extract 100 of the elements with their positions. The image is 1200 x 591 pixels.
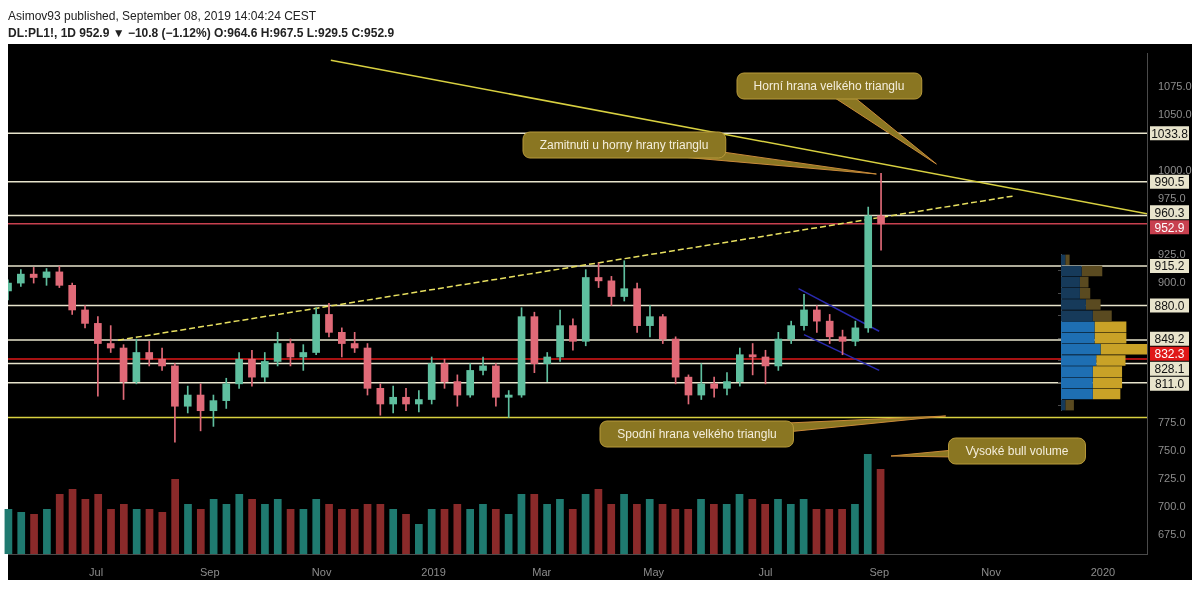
- bar: [606, 504, 615, 554]
- bar: [786, 504, 795, 554]
- x-tick-label: Sep: [869, 565, 889, 578]
- bar: [16, 512, 25, 554]
- bar: [273, 499, 282, 554]
- annotation: Spodní hrana velkého trianglu: [617, 427, 777, 441]
- y-tick-label: 750.0: [1158, 444, 1186, 457]
- ref-line-label: 880.0: [1154, 298, 1185, 313]
- bar: [530, 494, 538, 554]
- ref-line-label: 1033.8: [1151, 126, 1189, 141]
- bar: [825, 509, 833, 554]
- annotation: Horní hrana velkého trianglu: [753, 79, 905, 93]
- y-tick-label: 700.0: [1158, 500, 1186, 513]
- chart-title: Asimov93 published, September 08, 2019 14:04:24 CEST: [8, 8, 318, 25]
- bar: [106, 509, 115, 554]
- bar: [196, 509, 205, 554]
- bar: [324, 504, 333, 554]
- bar: [209, 499, 218, 554]
- x-tick-label: Nov: [311, 565, 332, 578]
- bar: [1065, 399, 1074, 411]
- bar: [568, 509, 577, 554]
- bar: [863, 454, 872, 554]
- bar: [363, 504, 371, 554]
- x-tick-label: Jul: [758, 565, 773, 578]
- bar: [42, 509, 51, 554]
- bar: [119, 504, 128, 554]
- bar: [55, 494, 64, 554]
- bar: [645, 499, 654, 554]
- x-tick-label: Mar: [532, 565, 552, 578]
- bar: [311, 499, 320, 554]
- chart-subtitle: DL:PL1!, 1D 952.9 ▼ −10.8 (−1.12%) O:964.6 H:967.5 L:929.5 C:952.9: [8, 25, 396, 42]
- bar: [299, 509, 307, 554]
- bar: [491, 509, 500, 554]
- bar: [812, 509, 820, 554]
- bar: [222, 504, 230, 554]
- x-tick-label: Sep: [199, 565, 220, 578]
- bar: [376, 504, 384, 554]
- bar: [773, 499, 782, 554]
- y-tick-label: 975.0: [1158, 192, 1186, 205]
- bar: [658, 504, 666, 554]
- bar: [594, 489, 602, 554]
- x-tick-label: May: [643, 565, 665, 578]
- ref-line-label: 849.2: [1154, 332, 1185, 347]
- bar: [453, 504, 461, 554]
- ref-line-label: 960.3: [1154, 205, 1185, 220]
- bar: [1065, 254, 1070, 266]
- annotation: Vysoké bull volume: [965, 444, 1069, 458]
- ref-line-label: 990.5: [1154, 175, 1185, 190]
- bar: [68, 489, 76, 554]
- y-tick-label: 1000.0: [1158, 164, 1192, 177]
- bar: [722, 504, 731, 554]
- bar: [401, 514, 410, 554]
- bar: [555, 499, 564, 554]
- bar: [388, 509, 397, 554]
- bar: [709, 504, 718, 554]
- bar: [760, 504, 769, 554]
- bar: [260, 504, 269, 554]
- bar: [632, 504, 641, 554]
- bar: [93, 494, 102, 554]
- bar: [29, 514, 38, 554]
- y-tick-label: 900.0: [1158, 276, 1186, 289]
- bar: [465, 509, 474, 554]
- bar: [850, 504, 859, 554]
- bar: [235, 494, 243, 554]
- ref-line-label: 811.0: [1154, 377, 1185, 392]
- y-tick-label: 675.0: [1158, 528, 1186, 540]
- y-tick-label: 1050.0: [1158, 108, 1192, 121]
- bar: [683, 509, 692, 554]
- bar: [517, 494, 525, 554]
- bar: [337, 509, 346, 554]
- bar: [183, 504, 192, 554]
- bar: [350, 509, 359, 554]
- x-tick-label: 2019: [421, 565, 446, 578]
- ref-line-label: 828.1: [1154, 362, 1185, 377]
- bar: [619, 494, 628, 554]
- x-tick-label: 2020: [1090, 565, 1116, 578]
- ref-line-label: 832.3: [1154, 347, 1185, 362]
- bar: [876, 469, 885, 554]
- bar: [440, 509, 448, 554]
- y-tick-label: 725.0: [1158, 472, 1186, 485]
- bar: [542, 504, 551, 554]
- y-tick-label: 775.0: [1158, 416, 1186, 429]
- ref-line-label: 952.9: [1154, 220, 1185, 235]
- bar: [427, 509, 436, 554]
- bar: [504, 514, 513, 554]
- bar: [132, 509, 141, 554]
- y-tick-label: 1075.0: [1158, 80, 1192, 93]
- bar: [837, 509, 846, 554]
- x-tick-label: Jul: [89, 565, 104, 578]
- bar: [696, 499, 705, 554]
- bar: [414, 524, 423, 554]
- bar: [286, 509, 295, 554]
- bar: [799, 499, 808, 554]
- bar: [4, 509, 12, 554]
- bar: [81, 499, 89, 554]
- bar: [748, 499, 756, 554]
- x-tick-label: Nov: [981, 565, 1002, 578]
- y-tick-label: 925.0: [1158, 248, 1186, 261]
- bar: [581, 494, 590, 554]
- bar: [158, 512, 166, 554]
